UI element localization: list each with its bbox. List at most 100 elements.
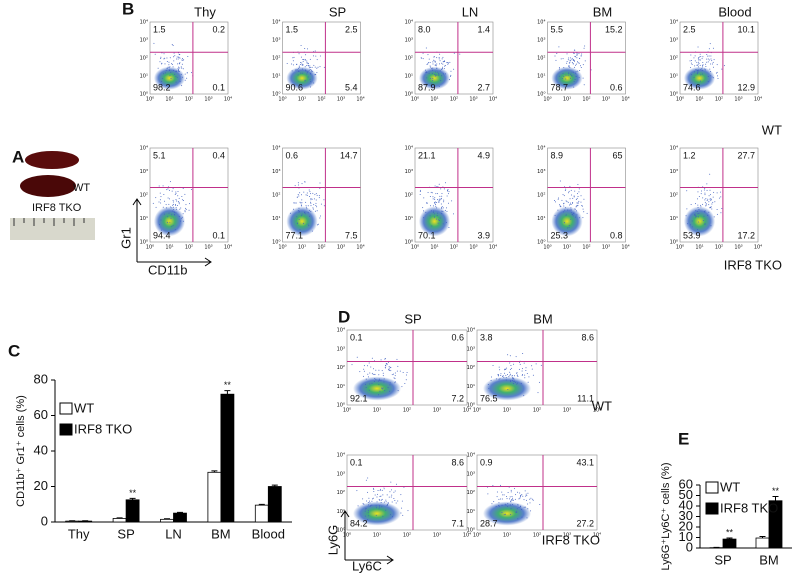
event-dot [307,212,309,214]
event-dot [297,193,299,195]
x-tick-label: 10¹ [373,408,381,414]
event-dot [425,211,427,213]
event-dot [313,204,315,206]
row-label: WT [762,122,782,137]
event-dot [509,496,511,498]
event-dot [708,55,710,57]
event-dot [513,378,515,380]
legend-swatch [705,481,719,494]
event-dot [432,61,434,63]
event-dot [507,491,509,493]
x-tick-label: 10² [715,97,723,103]
event-dot [713,191,715,193]
event-dot [153,42,155,44]
event-dot [707,58,709,60]
event-dot [563,76,565,78]
plot-frame [547,147,626,243]
quadrant-value: 27.2 [576,518,594,528]
density [353,501,401,526]
x-tick-label: 10⁴ [621,97,629,103]
event-dot [711,203,713,205]
axis-arrow [340,510,394,565]
event-dot [516,372,518,374]
x-tick-label: 10¹ [430,245,438,251]
event-dot [691,226,693,228]
event-dot [438,199,440,201]
event-dot [161,80,163,82]
event-dot [565,207,567,209]
event-dot [528,376,530,378]
event-dot [397,365,399,367]
event-dot [570,189,572,191]
event-dot [721,68,723,70]
x-tick-label: 10³ [734,245,742,251]
quadrant-value: 87.9 [418,82,436,92]
event-dot [513,380,515,382]
event-dot [315,74,317,76]
event-dot [432,211,434,213]
event-dot [519,492,521,494]
event-dot [402,372,404,374]
event-dot [699,53,701,55]
event-dot [704,201,706,203]
event-dot [385,501,387,503]
event-dot [577,195,579,197]
y-tick-label: 10² [272,56,280,62]
event-dot [186,72,188,74]
y-tick-label: 10³ [337,471,345,477]
error-bar [726,537,733,540]
plot-frame [547,21,626,95]
event-dot [573,212,575,214]
x-tick-label: 10³ [734,97,742,103]
event-dot [189,203,191,205]
x-tick-label: 10² [185,245,193,251]
event-dot [173,52,175,54]
event-dot [438,85,440,87]
y-tick-label: 10¹ [670,216,678,222]
event-dot [521,370,523,372]
event-dot [187,55,189,57]
y-tick-label: 10⁴ [140,20,148,26]
event-dot [299,229,301,231]
event-dot [426,71,428,73]
event-dot [169,206,171,208]
error-bar [177,511,183,514]
event-dot [402,514,404,516]
event-dot [510,489,512,491]
event-dot [182,199,184,201]
event-dot [699,59,701,61]
event-dot [181,195,183,197]
event-dot [723,65,725,67]
event-dot [363,370,365,372]
event-dot [575,216,577,218]
event-dot [392,516,394,518]
event-dot [512,497,514,499]
event-dot [177,69,179,71]
event-dot [690,67,692,69]
event-dot [299,201,301,203]
event-dot [510,380,512,382]
event-dot [387,503,389,505]
x-tick-label: 10² [450,245,458,251]
event-dot [704,68,706,70]
event-dot [390,489,392,491]
event-dot [514,382,516,384]
event-dot [299,66,301,68]
event-dot [406,371,408,373]
event-dot [292,57,294,59]
event-dot [557,197,559,199]
event-dot [568,65,570,67]
event-dot [307,76,309,78]
event-dot [706,189,708,191]
event-dot [161,229,163,231]
event-dot [439,195,441,197]
event-dot [429,65,431,67]
y-tick-label: 10 [679,529,693,544]
event-dot [300,72,302,74]
event-dot [439,53,441,55]
event-dot [317,223,319,225]
event-dot [710,58,712,60]
event-dot [498,504,500,506]
x-tick-label: 10¹ [695,245,703,251]
event-dot [697,191,699,193]
